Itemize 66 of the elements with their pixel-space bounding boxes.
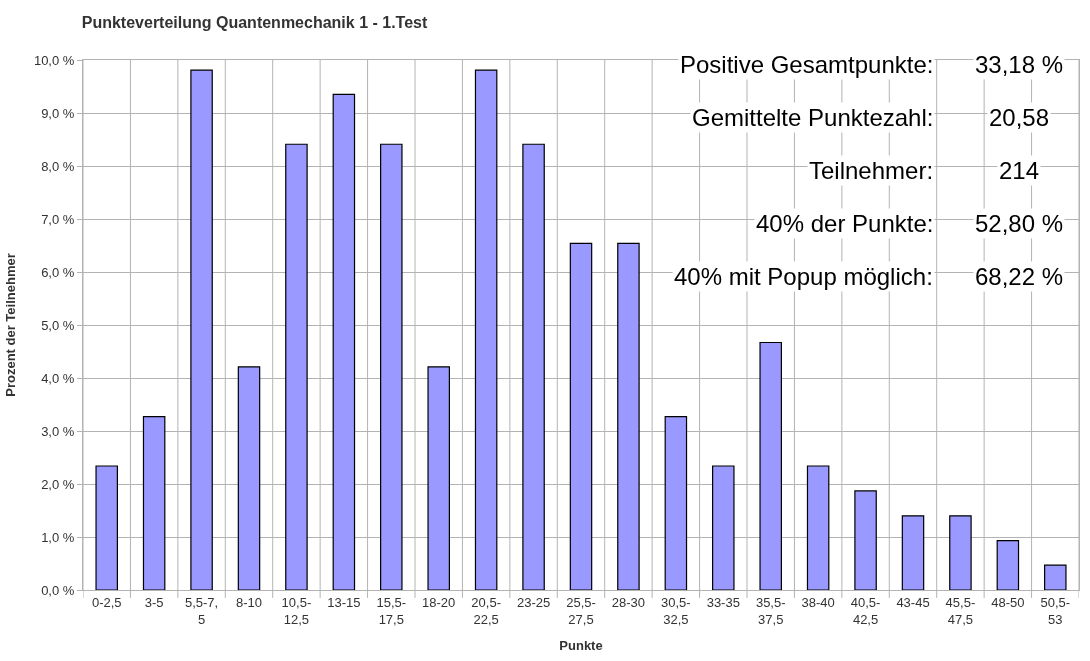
y-tick-label: 2,0 % xyxy=(41,476,75,492)
y-tick-label: 1,0 % xyxy=(41,529,75,545)
x-tick-label: 3-5 xyxy=(144,594,164,610)
bar xyxy=(142,416,166,590)
bar xyxy=(332,93,356,590)
bar xyxy=(95,465,118,590)
x-tick-label: 15,5-17,5 xyxy=(376,594,407,627)
bar xyxy=(237,366,261,590)
x-tick-label: 25,5-27,5 xyxy=(566,594,596,627)
bar xyxy=(854,490,877,590)
y-tick-label: 9,0 % xyxy=(41,105,75,121)
bar xyxy=(474,69,498,590)
bar xyxy=(996,540,1020,590)
annotation: 214 xyxy=(999,157,1040,184)
x-tick-label: 35,5-37,5 xyxy=(755,594,786,627)
y-tick-label: 3,0 % xyxy=(41,423,75,439)
y-tick-label: 8,0 % xyxy=(41,158,75,174)
y-axis-title: Prozent der Teilnehmer xyxy=(2,253,18,397)
y-tick-label: 4,0 % xyxy=(41,370,75,386)
x-tick-label: 40,5-42,5 xyxy=(850,594,881,627)
x-tick-label: 30,5-32,5 xyxy=(661,594,691,627)
bar xyxy=(285,143,308,590)
x-tick-label: 5,5-7,5 xyxy=(184,594,219,627)
bar xyxy=(522,143,545,590)
x-tick-label: 50,5-53 xyxy=(1040,594,1071,627)
bar xyxy=(712,465,735,590)
x-tick-label: 10,5-12,5 xyxy=(281,594,312,627)
x-tick-label: 13-15 xyxy=(327,594,361,610)
bar xyxy=(1044,564,1067,590)
annotation: Gemittelte Punktezahl: xyxy=(692,104,934,131)
annotation: Positive Gesamtpunkte: xyxy=(680,51,934,78)
annotation: 68,22 % xyxy=(975,263,1064,290)
x-tick-label: 8-10 xyxy=(235,594,263,610)
y-tick-label: 0,0 % xyxy=(41,582,75,598)
x-tick-label: 20,5-22,5 xyxy=(471,594,501,627)
y-tick-label: 7,0 % xyxy=(41,211,75,227)
annotation: 40% der Punkte: xyxy=(756,210,934,237)
x-tick-label: 33-35 xyxy=(706,594,740,610)
y-tick-label: 10,0 % xyxy=(33,52,75,68)
x-tick-label: 45,5-47,5 xyxy=(945,594,976,627)
annotation: Teilnehmer: xyxy=(809,157,934,184)
bar xyxy=(190,69,213,590)
y-tick-label: 6,0 % xyxy=(41,264,75,280)
bar xyxy=(759,341,782,590)
y-tick-label: 5,0 % xyxy=(41,317,75,333)
x-tick-label: 18-20 xyxy=(422,594,456,610)
bar xyxy=(380,143,403,590)
bar xyxy=(569,242,593,590)
bar xyxy=(427,366,450,590)
bar xyxy=(901,515,925,590)
annotation: 40% mit Popup möglich: xyxy=(674,263,933,290)
bar xyxy=(949,515,972,590)
annotation: 33,18 % xyxy=(975,51,1064,78)
x-tick-label: 0-2,5 xyxy=(91,594,122,610)
bar xyxy=(664,416,688,590)
annotation: 20,58 xyxy=(989,104,1050,131)
x-tick-label: 43-45 xyxy=(896,594,930,610)
annotation: 52,80 % xyxy=(975,210,1064,237)
bar xyxy=(806,465,830,590)
chart-title: Punkteverteilung Quantenmechanik 1 - 1.Test xyxy=(81,13,428,31)
bar xyxy=(617,242,640,590)
x-tick-label: 48-50 xyxy=(991,594,1025,610)
x-tick-label: 23-25 xyxy=(516,594,551,610)
x-axis-title: Punkte xyxy=(559,638,603,654)
x-tick-label: 38-40 xyxy=(801,594,835,610)
x-tick-label: 28-30 xyxy=(611,594,646,610)
